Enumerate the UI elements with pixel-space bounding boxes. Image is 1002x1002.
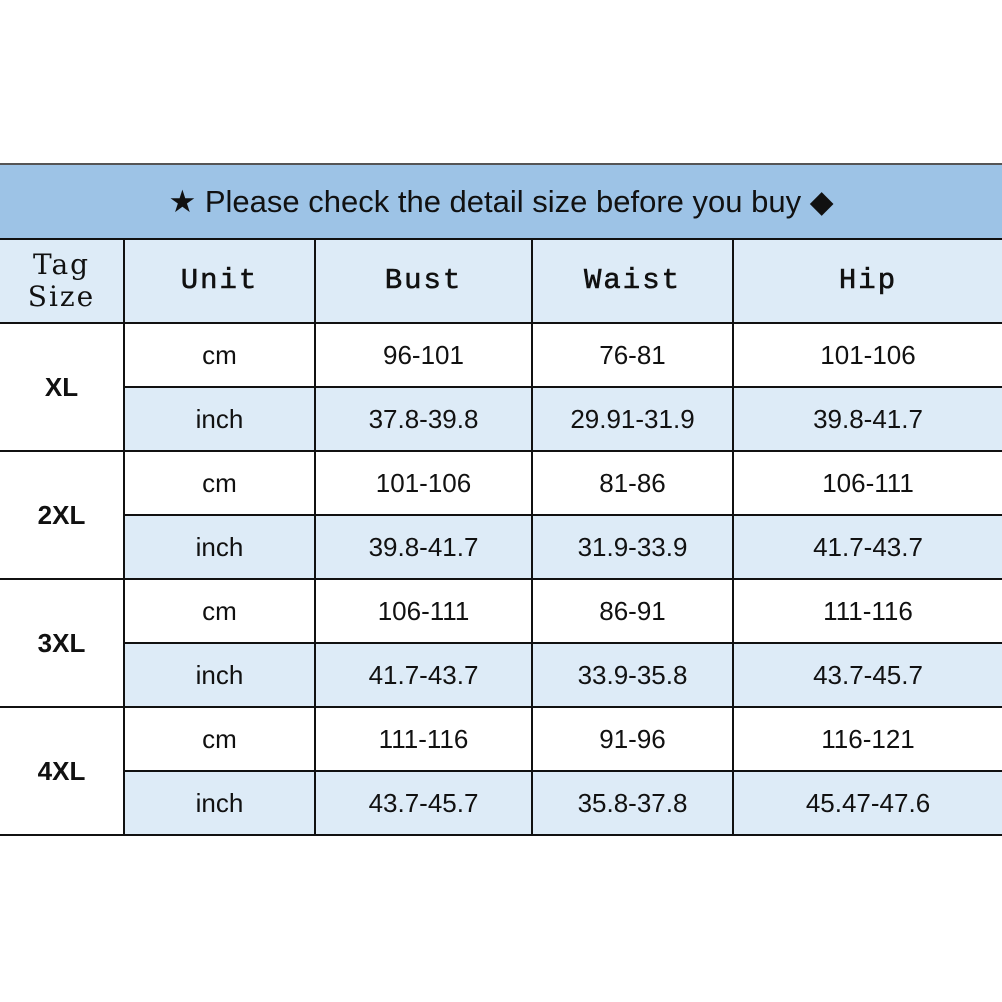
waist-cell: 81-86 xyxy=(531,450,734,516)
header-hip: Hip xyxy=(732,238,1002,324)
table-row: 3XL cm 106-111 86-91 111-116 xyxy=(0,578,1002,708)
header-waist: Waist xyxy=(531,238,734,324)
bust-cell: 106-111 xyxy=(314,578,533,644)
size-cell: XL xyxy=(0,322,125,452)
table-row: inch 43.7-45.7 35.8-37.8 45.47-47.6 xyxy=(0,770,1002,836)
header-unit: Unit xyxy=(123,238,316,324)
unit-cell: inch xyxy=(123,770,316,836)
header-tag-size: Tag Size xyxy=(0,238,125,324)
size-table: Tag Size Unit Bust Waist Hip XL cm 96-101 76… xyxy=(0,238,1002,836)
unit-cell: inch xyxy=(123,514,316,580)
waist-cell: 76-81 xyxy=(531,322,734,388)
table-row: inch 37.8-39.8 29.91-31.9 39.8-41.7 xyxy=(0,386,1002,452)
table-row: inch 39.8-41.7 31.9-33.9 41.7-43.7 xyxy=(0,514,1002,580)
table-row: XL cm 96-101 76-81 101-106 xyxy=(0,322,1002,452)
size-cell: 2XL xyxy=(0,450,125,580)
bust-cell: 37.8-39.8 xyxy=(314,386,533,452)
bust-cell: 111-116 xyxy=(314,706,533,772)
banner-text: ★ Please check the detail size before yo… xyxy=(168,183,834,219)
size-cell: 4XL xyxy=(0,706,125,836)
bust-cell: 43.7-45.7 xyxy=(314,770,533,836)
table-row: 4XL cm 111-116 91-96 116-121 xyxy=(0,706,1002,836)
waist-cell: 31.9-33.9 xyxy=(531,514,734,580)
waist-cell: 35.8-37.8 xyxy=(531,770,734,836)
bust-cell: 39.8-41.7 xyxy=(314,514,533,580)
bust-cell: 96-101 xyxy=(314,322,533,388)
hip-cell: 106-111 xyxy=(732,450,1002,516)
unit-cell: cm xyxy=(123,578,316,644)
header-tag-line: Tag xyxy=(32,248,91,281)
table-row: 2XL cm 101-106 81-86 106-111 xyxy=(0,450,1002,580)
hip-cell: 101-106 xyxy=(732,322,1002,388)
hip-cell: 41.7-43.7 xyxy=(732,514,1002,580)
table-row: inch 41.7-43.7 33.9-35.8 43.7-45.7 xyxy=(0,642,1002,708)
waist-cell: 33.9-35.8 xyxy=(531,642,734,708)
hip-cell: 39.8-41.7 xyxy=(732,386,1002,452)
hip-cell: 45.47-47.6 xyxy=(732,770,1002,836)
unit-cell: inch xyxy=(123,386,316,452)
size-cell: 3XL xyxy=(0,578,125,708)
unit-cell: inch xyxy=(123,642,316,708)
header-bust: Bust xyxy=(314,238,533,324)
hip-cell: 116-121 xyxy=(732,706,1002,772)
bust-cell: 101-106 xyxy=(314,450,533,516)
unit-cell: cm xyxy=(123,706,316,772)
header-size-line: Size xyxy=(27,280,96,313)
hip-cell: 43.7-45.7 xyxy=(732,642,1002,708)
header-row: Tag Size Unit Bust Waist Hip xyxy=(0,238,1002,324)
unit-cell: cm xyxy=(123,450,316,516)
hip-cell: 111-116 xyxy=(732,578,1002,644)
bust-cell: 41.7-43.7 xyxy=(314,642,533,708)
waist-cell: 29.91-31.9 xyxy=(531,386,734,452)
waist-cell: 91-96 xyxy=(531,706,734,772)
size-chart-banner: ★ Please check the detail size before yo… xyxy=(0,163,1002,238)
unit-cell: cm xyxy=(123,322,316,388)
waist-cell: 86-91 xyxy=(531,578,734,644)
